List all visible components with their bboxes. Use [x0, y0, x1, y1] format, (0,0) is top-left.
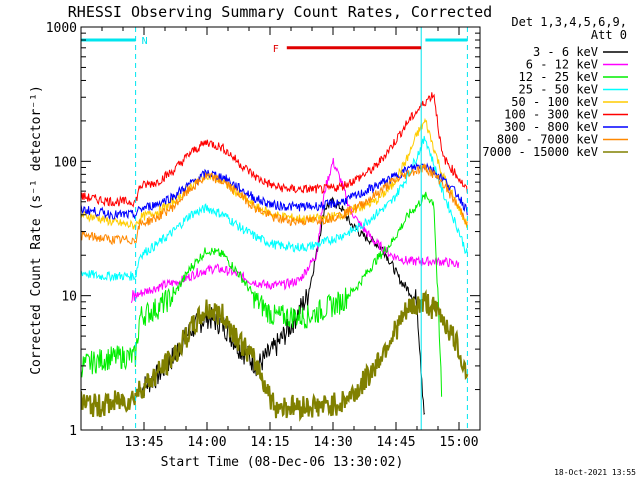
legend-label-9: 7000 - 15000 keV [482, 145, 598, 159]
chart-title: RHESSI Observing Summary Count Rates, Co… [68, 3, 492, 21]
legend-label-7: 300 - 800 keV [504, 120, 598, 134]
x-axis-label: Start Time (08-Dec-06 13:30:02) [161, 455, 404, 470]
x-tick-label-3: 14:15 [250, 435, 289, 450]
plot-frame [80, 26, 481, 431]
night-marker-label: N [142, 36, 148, 47]
y-tick-label-3: 100 [54, 155, 77, 170]
series-line-6 [81, 92, 468, 208]
axes: 13:45 14:00 14:15 14:30 14:45 15:00 1 10 100 1000 [46, 21, 481, 450]
legend-label-1: 3 - 6 keV [533, 45, 598, 59]
x-tick-label-2: 14:00 [187, 435, 226, 450]
series-line-9 [81, 289, 469, 422]
legend-header-line2: Att 0 [591, 28, 627, 42]
legend-label-8: 800 - 7000 keV [497, 133, 598, 147]
x-tick-label-6: 15:00 [439, 435, 478, 450]
y-axis-label: Corrected Count Rate (s⁻¹ detector⁻¹) [29, 85, 44, 375]
x-tick-label-5: 14:45 [376, 435, 415, 450]
series-line-2 [130, 157, 460, 303]
legend-label-2: 6 - 12 keV [526, 58, 598, 72]
x-tick-label-1: 13:45 [124, 435, 163, 450]
legend-label-4: 25 - 50 keV [519, 83, 598, 97]
y-tick-label-2: 10 [61, 290, 77, 305]
plot-area: NF [81, 27, 469, 430]
y-tick-label-4: 1000 [46, 21, 77, 36]
series-line-7 [81, 162, 468, 220]
legend-label-6: 100 - 300 keV [504, 108, 598, 122]
plot-inner [81, 27, 469, 430]
legend-label-5: 50 - 100 keV [511, 95, 598, 109]
flare-marker-label: F [273, 44, 279, 55]
x-tick-label-4: 14:30 [313, 435, 352, 450]
footer-timestamp: 18-Oct-2021 13:55 [554, 468, 636, 477]
legend-label-3: 12 - 25 keV [519, 70, 598, 84]
series-line-4 [81, 135, 468, 282]
series-line-3 [81, 191, 443, 397]
y-tick-label-1: 1 [69, 424, 77, 439]
legend-header-line1: Det 1,3,4,5,6,9, [511, 15, 627, 29]
series-line-8 [81, 163, 468, 246]
